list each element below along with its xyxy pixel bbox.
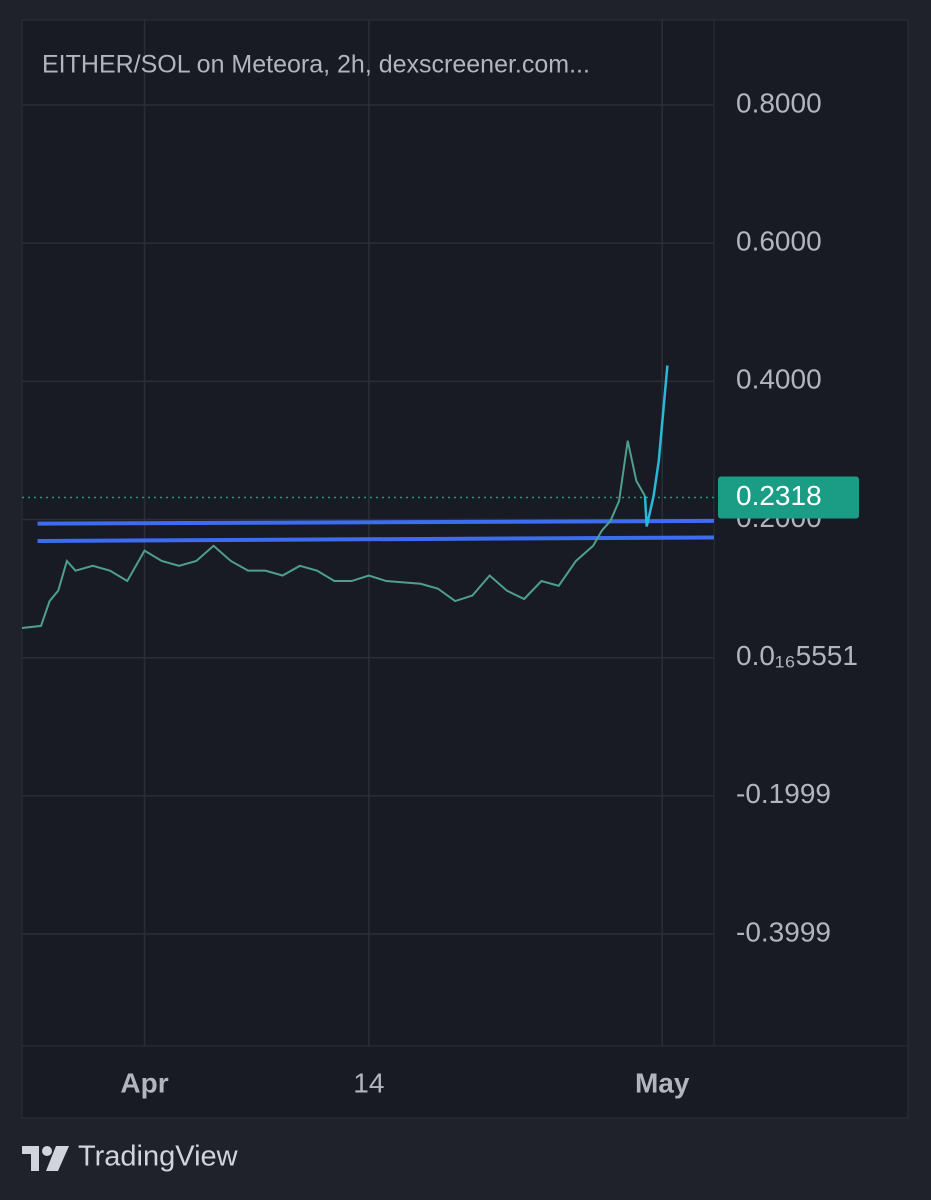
level-line: [37, 518, 715, 526]
grid: [22, 20, 714, 1046]
x-tick-label: 14: [353, 1067, 384, 1098]
level-line: [37, 535, 715, 543]
y-tick-label: 0.0₁₆5551: [736, 640, 858, 671]
y-tick-label: 0.8000: [736, 87, 822, 118]
y-tick-label: 0.4000: [736, 364, 822, 395]
brand: TradingView: [78, 1141, 239, 1173]
logo-mark: [22, 1146, 39, 1171]
logo-mark: [46, 1146, 69, 1171]
last-price-box: [718, 476, 859, 519]
x-tick-label: Apr: [120, 1067, 168, 1098]
last-price-label: 0.2318: [736, 480, 822, 511]
chart-frame: [21, 19, 909, 1119]
chart-title: EITHER/SOL on Meteora, 2h, dexscreener.c…: [42, 51, 590, 79]
y-tick-label: -0.3999: [736, 916, 831, 947]
price-line: [21, 440, 646, 629]
recent-price-line: [643, 365, 669, 527]
logo-mark: [42, 1146, 52, 1156]
y-tick-label: -0.1999: [736, 778, 831, 809]
x-tick-label: May: [635, 1067, 690, 1098]
logo: [22, 1146, 69, 1171]
y-tick-label: 0.6000: [736, 226, 822, 257]
